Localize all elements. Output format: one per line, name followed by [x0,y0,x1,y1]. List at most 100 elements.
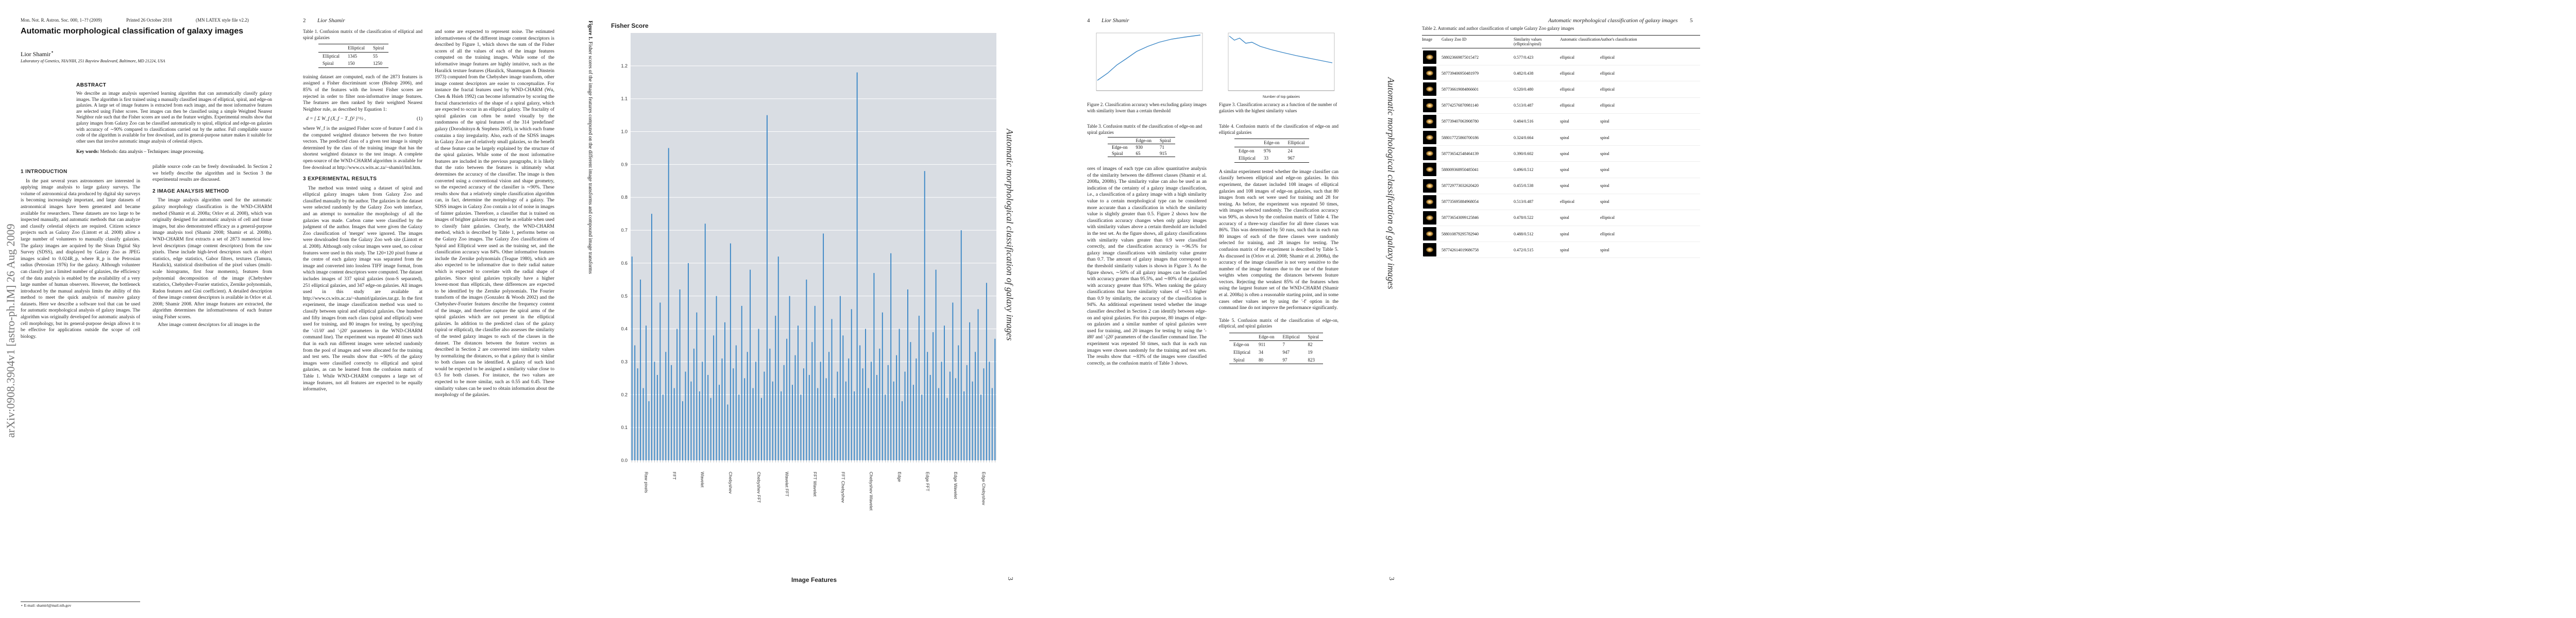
similarity-values: 0.513/0.487 [1514,103,1534,108]
bar [690,381,692,460]
page-number: 5 [1690,18,1693,24]
automatic-class: elliptical [1560,55,1574,60]
bar [730,243,731,460]
bar [842,335,844,460]
bar [912,385,914,460]
galaxy-thumbnail [1423,98,1436,112]
automatic-class: spiral [1560,119,1569,124]
equation-1: d = [ Σ W_f (X_f − T_f)² ]^½ , (1) [306,116,422,122]
galaxy-thumbnail [1423,114,1436,128]
galaxy-id: 587742614019686758 [1442,247,1479,252]
bar [752,388,754,460]
style-file: (MN LATEX style file v2.2) [196,18,249,23]
bar [755,362,756,460]
page-1: Mon. Not. R. Astron. Soc. 000, 1–?? (200… [21,0,278,618]
bar [724,322,725,460]
bar [848,358,850,460]
p4-col1-text: ores of images of each type can allow qu… [1087,166,1207,366]
table-row: 588017725860700186 0.324/0.664 spiral spira… [1422,130,1700,146]
bar [972,381,973,460]
affiliation: Laboratory of Genetics, NIA/NIH, 251 Bay… [21,59,165,63]
bar [873,273,875,460]
author-class: elliptical [1600,231,1615,236]
similarity-values: 0.324/0.664 [1514,135,1534,140]
table-row: 587735695884968054 0.513/0.487 elliptical s… [1422,194,1700,210]
table2-header: Image Galaxy Zoo ID Similarity values (e… [1422,35,1700,48]
figure2-chart [1096,32,1203,91]
table-row: 587736542548464139 0.390/0.602 spiral spira… [1422,146,1700,162]
bar [991,388,993,460]
bar [887,365,889,460]
p2-intro: training dataset are computed, each of t… [303,74,422,112]
y-tick-label: 1.1 [621,96,628,101]
bar [933,332,934,460]
table-row: 587736543099125846 0.478/0.522 spiral ellip… [1422,210,1700,227]
automatic-class: spiral [1560,247,1569,252]
author-class: spiral [1600,247,1609,252]
bar [854,391,855,460]
bar [879,348,880,460]
bar [656,375,658,460]
bar [642,388,644,460]
bar [960,230,962,460]
table-row: 587739407063908780 0.484/0.516 spiral spira… [1422,114,1700,130]
y-tick-label: 0.9 [621,162,628,167]
bar [676,329,678,460]
similarity-values: 0.472/0.515 [1514,247,1534,252]
bar [935,269,937,460]
galaxy-id: 587736542548464139 [1442,151,1479,156]
bar [640,279,641,460]
galaxy-id: 587736543099125846 [1442,215,1479,220]
bar [671,365,672,460]
p4-page-number-rotated: 3 [1387,577,1395,580]
author-class: spiral [1600,151,1609,156]
figure3-caption: Figure 3. Classification accuracy as a f… [1219,102,1337,113]
group-label: FFT [672,472,677,480]
bar [648,401,650,460]
bar [800,394,802,460]
group-label: Chebyshev Wavelet [869,472,874,511]
bar [825,378,827,460]
bar [777,256,779,460]
author-class: elliptical [1600,71,1615,76]
author-name: Lior Shamir⋆ [21,49,54,58]
table-row: 588023669875015472 0.577/0.423 elliptical e… [1422,49,1700,66]
bar [747,352,748,460]
footnote: ⋆ E-mail: shamirl@mail.nih.gov [21,602,140,608]
bar [662,394,664,460]
bar [831,319,833,460]
author-class: spiral [1600,167,1609,172]
bar [806,279,807,460]
y-tick-label: 0.2 [621,392,628,397]
bar [989,362,990,460]
bar [876,375,877,460]
running-title: Automatic morphological classification o… [1548,18,1678,24]
bar [738,394,740,460]
author-class: spiral [1600,183,1609,188]
bar [814,305,816,460]
bar [702,362,703,460]
bar [786,338,788,460]
p1-column-left: 1 INTRODUCTION In the past several years… [21,164,140,341]
y-tick-label: 0.0 [621,458,628,463]
table-row: 588009368950485041 0.496/0.512 spiral spira… [1422,162,1700,178]
galaxy-thumbnail [1423,163,1436,177]
bar [811,342,813,460]
bar [699,391,700,460]
bar [735,345,737,460]
group-labels: Raw pixels FFT Wavelet Chebyshev Chebyshev F… [643,472,986,511]
bar [775,316,776,460]
group-label: Chebyshev [728,472,733,494]
page-4: 4 Lior Shamir Figure 2. Classification a… [1087,0,1406,618]
galaxy-id: 588017725860700186 [1442,135,1479,140]
bar [803,368,804,460]
group-label: Raw pixels [643,472,649,493]
bar [902,401,903,460]
bar [938,388,939,460]
chart-title: Fisher Score [611,22,649,29]
automatic-class: spiral [1560,215,1569,220]
bar [944,325,945,460]
p4-column-right: Table 4. Confusion matrix of the classif… [1219,124,1338,365]
table4: Edge-on Elliptical Edge-on 976 24 Elliptica… [1234,139,1309,163]
fisher-score-chart: Fisher Score 0.0 0.1 0.2 0.3 0.4 0.5 0.6 0.7 0.8… [611,22,996,583]
